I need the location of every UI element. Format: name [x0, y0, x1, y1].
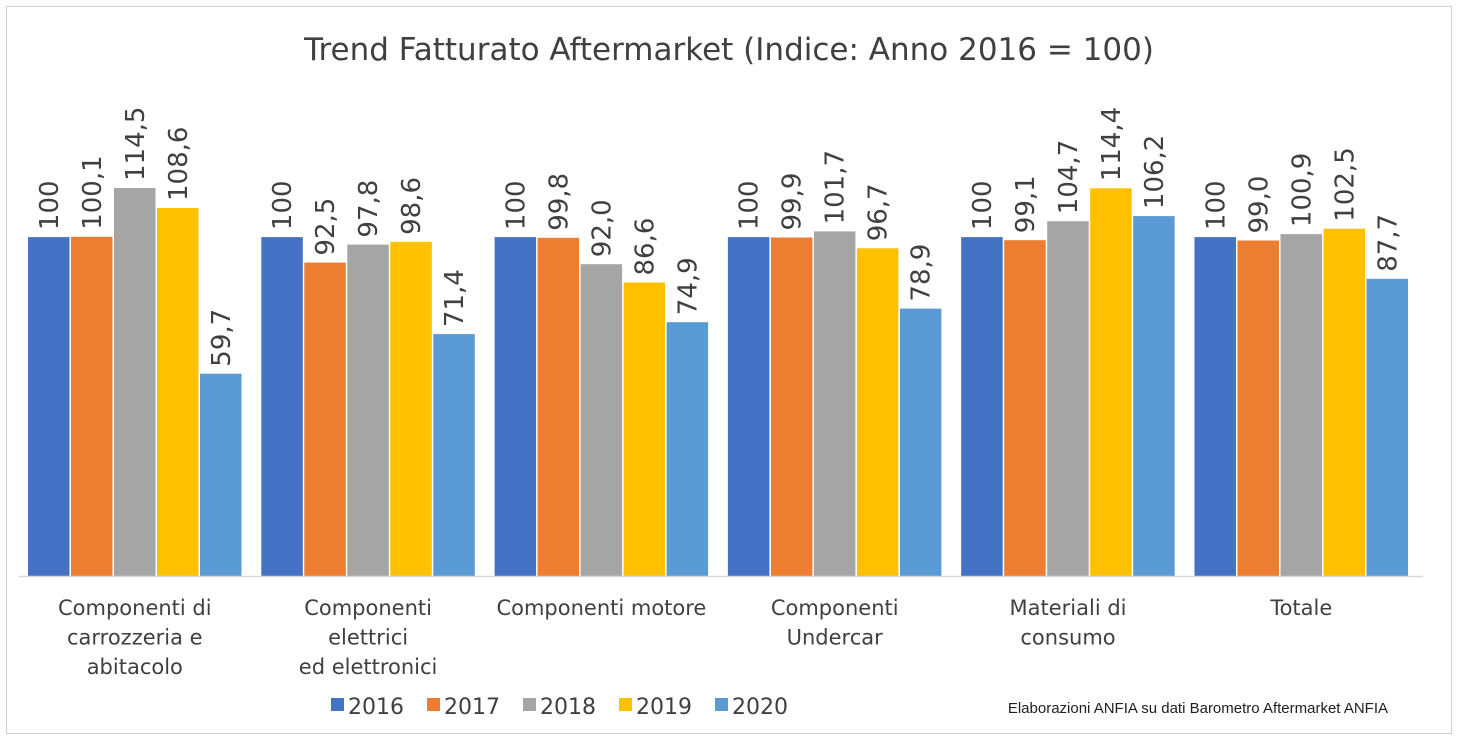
category-label-1-line-2: carrozzeria e [67, 626, 203, 650]
bar-2016-4 [727, 237, 770, 576]
legend-swatch-2016 [331, 698, 344, 711]
bar-2018-3 [580, 264, 623, 576]
category-label-1-line-3: abitacolo [87, 655, 183, 679]
bar-2016-2 [261, 237, 303, 576]
bar-2019-3 [623, 282, 666, 576]
data-label-2018-2: 97,8 [354, 180, 384, 238]
data-label-2020-4: 78,9 [907, 244, 937, 302]
category-label-4-line-2: Undercar [787, 626, 884, 650]
bar-2017-3 [537, 237, 580, 577]
data-label-2018-1: 114,5 [121, 107, 151, 181]
legend-label-2016: 2016 [348, 695, 404, 720]
bar-2019-2 [390, 241, 432, 576]
bar-2016-5 [961, 237, 1003, 576]
bar-2018-2 [347, 244, 389, 576]
category-label-5-line-1: Materiali di [1010, 596, 1127, 620]
bar-2017-6 [1237, 240, 1279, 576]
data-label-2018-6: 100,9 [1287, 153, 1317, 227]
data-label-2017-6: 99,0 [1244, 176, 1274, 234]
data-label-2020-3: 74,9 [673, 257, 703, 315]
data-label-2020-2: 71,4 [440, 269, 470, 327]
legend-label-2017: 2017 [444, 695, 500, 720]
category-label-2-line-1: Componenti [304, 596, 432, 620]
bar-2020-6 [1366, 278, 1408, 576]
category-label-1-line-1: Componenti di [58, 596, 212, 620]
bar-2020-1 [200, 373, 242, 576]
legend: 2016 2017 2018 2019 2020 [331, 695, 788, 720]
bar-2016-3 [494, 237, 537, 576]
legend-label-2020: 2020 [732, 695, 788, 720]
data-label-2017-3: 99,8 [544, 173, 574, 231]
category-label-5-line-2: consumo [1020, 626, 1115, 650]
bar-2019-1 [157, 208, 199, 576]
legend-swatch-2020 [715, 698, 728, 711]
data-label-2019-2: 98,6 [397, 177, 427, 235]
data-label-2020-1: 59,7 [207, 309, 237, 367]
data-label-2019-3: 86,6 [630, 218, 660, 276]
legend-label-2018: 2018 [540, 695, 596, 720]
bar-2019-6 [1323, 228, 1365, 576]
category-labels-group: Componenti di carrozzeria e abitacolo Compo… [58, 596, 1332, 679]
bar-2017-5 [1004, 240, 1046, 576]
legend-swatch-2018 [523, 698, 536, 711]
data-label-2020-5: 106,2 [1140, 135, 1170, 209]
bar-2020-4 [899, 308, 942, 576]
data-label-2018-4: 101,7 [821, 150, 851, 224]
bar-2018-1 [114, 188, 156, 576]
data-label-2016-3: 100 [501, 180, 531, 230]
data-label-2018-5: 104,7 [1054, 140, 1084, 214]
bar-2018-4 [813, 231, 856, 576]
data-label-2018-3: 92,0 [587, 199, 617, 257]
data-label-2020-6: 87,7 [1373, 214, 1403, 272]
data-label-2016-5: 100 [968, 180, 998, 230]
data-label-2019-1: 108,6 [164, 127, 194, 201]
bar-2018-5 [1047, 221, 1089, 576]
data-label-2017-2: 92,5 [311, 198, 341, 256]
bar-2016-1 [28, 237, 70, 576]
category-label-2-line-3: ed elettronici [299, 655, 438, 679]
chart-title: Trend Fatturato Aftermarket (Indice: Ann… [303, 32, 1154, 68]
bar-2020-3 [666, 322, 709, 576]
legend-label-2019: 2019 [636, 695, 692, 720]
data-label-2017-5: 99,1 [1011, 175, 1041, 233]
bar-2020-2 [433, 334, 475, 576]
category-label-6-line-1: Totale [1269, 596, 1332, 620]
data-label-2019-5: 114,4 [1097, 107, 1127, 181]
data-label-2016-1: 100 [35, 180, 65, 230]
category-label-2-line-2: elettrici [328, 626, 408, 650]
bar-2017-2 [304, 262, 346, 576]
bar-2017-1 [71, 236, 113, 577]
legend-swatch-2019 [619, 698, 632, 711]
data-label-2019-4: 96,7 [864, 183, 894, 241]
bar-2017-4 [770, 237, 813, 576]
source-note: Elaborazioni ANFIA su dati Barometro Aft… [1008, 700, 1388, 717]
data-labels-group: 100 100,1 114,5 108,6 59,7 100 92,5 97,8 98,6 71,… [35, 107, 1404, 367]
data-label-2017-4: 99,9 [778, 173, 808, 231]
data-label-2019-6: 102,5 [1330, 147, 1360, 221]
legend-swatch-2017 [427, 698, 440, 711]
bar-2018-6 [1280, 234, 1322, 576]
bar-2020-5 [1133, 216, 1175, 576]
bars-group [28, 188, 1408, 577]
data-label-2016-4: 100 [735, 180, 765, 230]
category-label-3-line-1: Componenti motore [496, 596, 706, 620]
bar-2019-5 [1090, 188, 1132, 577]
data-label-2016-6: 100 [1201, 180, 1231, 230]
category-label-4-line-1: Componenti [771, 596, 899, 620]
data-label-2017-1: 100,1 [78, 155, 108, 229]
bar-2016-6 [1194, 237, 1236, 576]
data-label-2016-2: 100 [268, 180, 298, 230]
bar-2019-4 [856, 248, 899, 577]
